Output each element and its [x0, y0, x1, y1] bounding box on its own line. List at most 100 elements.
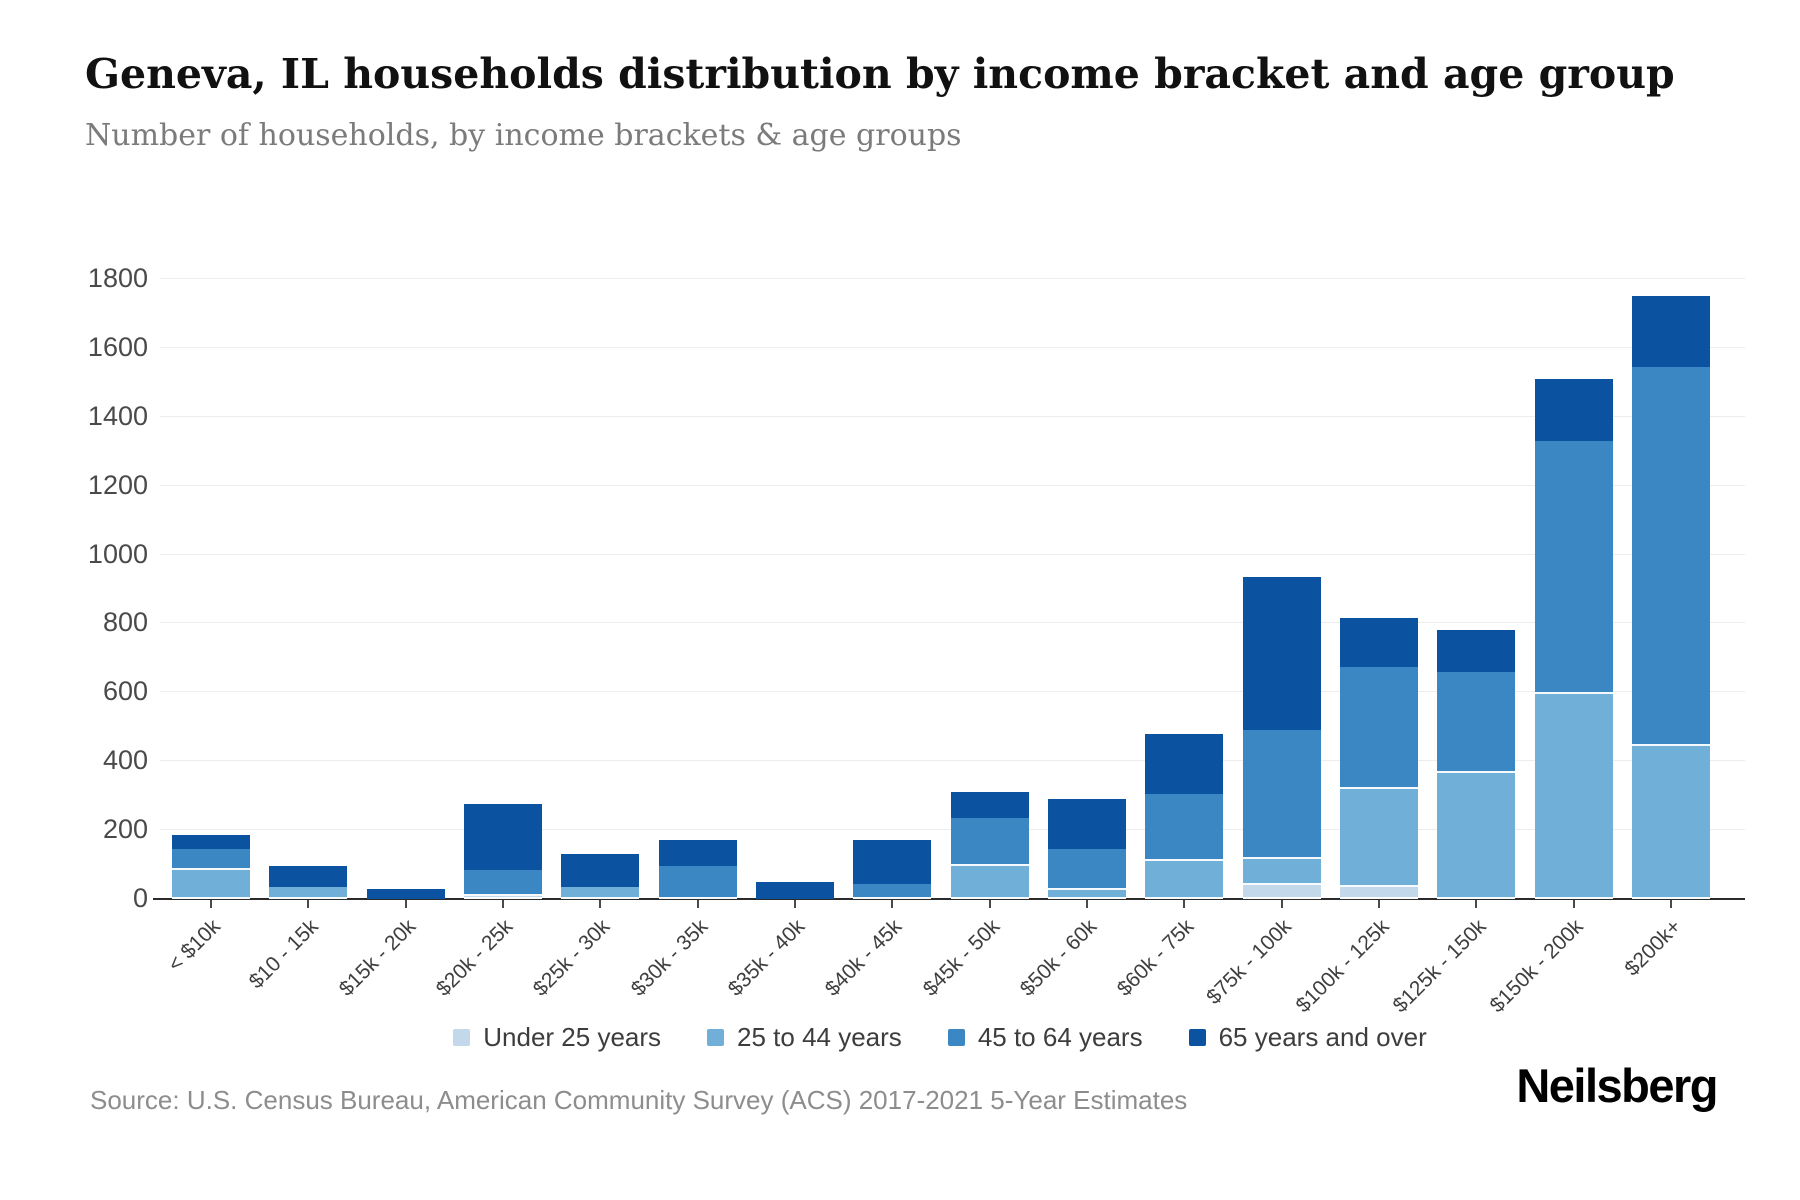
bar-segment-25 to 44 years[interactable] — [1242, 859, 1321, 886]
source-attribution: Source: U.S. Census Bureau, American Com… — [90, 1085, 1188, 1115]
gridline-1200 — [160, 484, 1745, 486]
bar-$150k - 200k[interactable] — [1534, 279, 1613, 899]
bar-segment-65 years and over[interactable] — [658, 840, 737, 867]
y-axis-tick-label: 800 — [102, 607, 148, 638]
x-axis-label: $50k - 60k — [1015, 915, 1102, 1001]
x-axis-tick — [793, 900, 796, 908]
bar-segment-65 years and over[interactable] — [1145, 733, 1224, 794]
x-axis-tick — [891, 900, 894, 908]
x-axis-label: $20k - 25k — [431, 915, 518, 1001]
x-axis-label: $25k - 30k — [529, 915, 615, 1001]
bar-segment-65 years and over[interactable] — [950, 792, 1029, 819]
bar-segment-65 years and over[interactable] — [561, 854, 640, 887]
bar-segment-45 to 64 years[interactable] — [1437, 671, 1516, 774]
x-axis-tick — [404, 900, 407, 908]
bar-$60k - 75k[interactable] — [1145, 279, 1224, 899]
bar-segment-45 to 64 years[interactable] — [172, 849, 250, 870]
plot-area: < $10k $10 - 15k $15k - 20k $20k - 25k $25k … — [153, 278, 1745, 1017]
gridline-1600 — [160, 346, 1745, 348]
bar-segment-45 to 64 years[interactable] — [1145, 793, 1224, 862]
legend-swatch-65 years and over — [1188, 1029, 1206, 1046]
bar-$50k - 60k[interactable] — [1047, 279, 1126, 899]
bar-segment-45 to 64 years[interactable] — [1339, 666, 1418, 789]
legend-item-25 to 44 years[interactable]: 25 to 44 years — [707, 1022, 902, 1053]
legend-item-Under 25 years[interactable]: Under 25 years — [453, 1022, 661, 1053]
bar-segment-25 to 44 years[interactable] — [269, 886, 348, 899]
y-axis: 0 200 400 600 800 1000 1200 1400 1600 1800 — [0, 263, 148, 913]
bar-segment-Under 25 years[interactable] — [1339, 886, 1418, 899]
bar-segment-45 to 64 years[interactable] — [658, 866, 737, 899]
bar-segment-Under 25 years[interactable] — [463, 895, 542, 899]
bar-segment-65 years and over[interactable] — [1534, 378, 1613, 441]
bar-$75k - 100k[interactable] — [1242, 279, 1321, 899]
gridline-1400 — [160, 415, 1745, 417]
x-axis-tick — [1572, 900, 1575, 908]
bar-$40k - 45k[interactable] — [853, 279, 932, 899]
bar-segment-65 years and over[interactable] — [1047, 799, 1126, 850]
bar-segment-45 to 64 years[interactable] — [1534, 440, 1613, 695]
y-axis-tick-label: 400 — [102, 745, 148, 776]
y-axis-tick-label: 1800 — [87, 263, 148, 293]
bar-segment-45 to 64 years[interactable] — [950, 818, 1029, 867]
x-axis-label: $200k+ — [1619, 915, 1686, 981]
bar-segment-65 years and over[interactable] — [755, 881, 834, 899]
bar-$125k - 150k[interactable] — [1437, 279, 1516, 899]
bar-segment-45 to 64 years[interactable] — [853, 883, 932, 899]
bar-segment-65 years and over[interactable] — [853, 840, 932, 884]
bar-segment-65 years and over[interactable] — [463, 804, 542, 870]
bar-segment-25 to 44 years[interactable] — [1339, 788, 1418, 887]
bar-$25k - 30k[interactable] — [561, 279, 640, 899]
bar-$200k+[interactable] — [1631, 279, 1710, 899]
bar-segment-25 to 44 years[interactable] — [561, 886, 640, 899]
bar-$45k - 50k[interactable] — [950, 279, 1029, 899]
x-axis-label: $40k - 45k — [821, 915, 907, 1001]
neilsberg-logo[interactable]: Neilsberg — [1516, 1059, 1718, 1112]
bar-$30k - 35k[interactable] — [658, 279, 737, 899]
chart-subtitle: Number of households, by income brackets… — [85, 118, 962, 153]
bar-segment-25 to 44 years[interactable] — [1534, 694, 1613, 899]
bar-segment-65 years and over[interactable] — [366, 888, 445, 899]
bar-$100k - 125k[interactable] — [1339, 279, 1418, 899]
gridline-600 — [160, 691, 1745, 693]
x-axis-label: $45k - 50k — [918, 915, 1004, 1001]
y-axis-tick-label: 1000 — [87, 538, 148, 569]
bar-$35k - 40k[interactable] — [755, 279, 834, 899]
bar-segment-65 years and over[interactable] — [269, 866, 348, 887]
bar-$10 - 15k[interactable] — [269, 279, 348, 899]
bar-segment-65 years and over[interactable] — [1339, 618, 1418, 667]
bar-segment-25 to 44 years[interactable] — [1437, 773, 1516, 899]
bar-< $10k[interactable] — [172, 279, 250, 899]
bar-segment-65 years and over[interactable] — [1242, 576, 1321, 731]
y-axis-tick-label: 600 — [102, 676, 148, 707]
bar-$15k - 20k[interactable] — [366, 279, 445, 899]
bar-segment-25 to 44 years[interactable] — [172, 869, 250, 899]
gridline-1800 — [160, 278, 1745, 279]
legend-item-45 to 64 years[interactable]: 45 to 64 years — [947, 1022, 1143, 1053]
bar-segment-65 years and over[interactable] — [1437, 630, 1516, 672]
x-axis-label: $15k - 20k — [334, 915, 420, 1001]
x-axis-label: $35k - 40k — [723, 915, 810, 1001]
bar-$20k - 25k[interactable] — [463, 279, 542, 899]
bar-segment-25 to 44 years[interactable] — [950, 866, 1029, 899]
bar-segment-65 years and over[interactable] — [1631, 296, 1710, 367]
bar-segment-45 to 64 years[interactable] — [1631, 366, 1710, 746]
bar-segment-25 to 44 years[interactable] — [1047, 890, 1126, 899]
bar-segment-45 to 64 years[interactable] — [1047, 849, 1126, 891]
legend-item-label: Under 25 years — [483, 1022, 662, 1052]
bar-segment-65 years and over[interactable] — [172, 835, 250, 850]
bar-segment-25 to 44 years[interactable] — [1145, 861, 1224, 899]
legend: Under 25 years 25 to 44 years 45 to 64 yea… — [0, 1022, 1800, 1053]
x-axis-label: $30k - 35k — [626, 915, 712, 1001]
x-axis-label: $125k - 150k — [1388, 915, 1491, 1018]
gridline-1000 — [160, 553, 1745, 555]
bar-segment-25 to 44 years[interactable] — [1631, 745, 1710, 899]
legend-item-65 years and over[interactable]: 65 years and over — [1188, 1022, 1427, 1053]
bar-segment-45 to 64 years[interactable] — [463, 869, 542, 896]
bar-segment-Under 25 years[interactable] — [1242, 885, 1321, 899]
y-axis-tick-label: 200 — [102, 814, 148, 845]
x-axis-label: $75k - 100k — [1202, 915, 1296, 1009]
bar-segment-45 to 64 years[interactable] — [1242, 730, 1321, 860]
chart-title: Geneva, IL households distribution by in… — [85, 50, 1675, 98]
x-axis-tick — [1669, 900, 1672, 908]
